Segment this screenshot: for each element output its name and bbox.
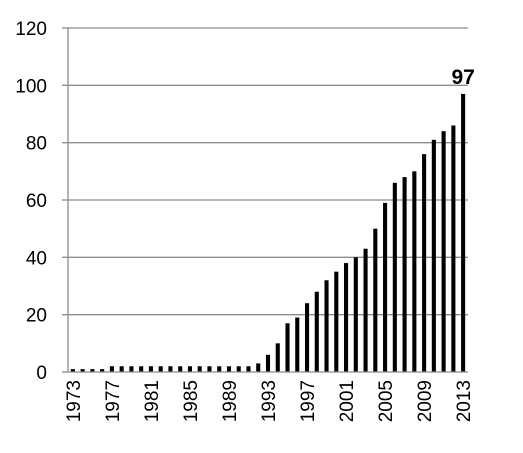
x-tick-label: 1997 — [298, 380, 319, 422]
x-tick-label: 1993 — [259, 380, 280, 422]
bar-2012 — [451, 125, 456, 372]
bar-1989 — [226, 366, 232, 372]
x-tick-label: 1973 — [64, 380, 85, 422]
x-tick-label: 1977 — [103, 380, 124, 422]
bar-1975 — [90, 369, 95, 372]
y-tick-label: 100 — [15, 76, 47, 97]
bar-2001 — [344, 263, 349, 372]
bar-1994 — [275, 343, 280, 372]
bar-1986 — [197, 366, 202, 372]
bar-1996 — [295, 317, 300, 372]
bar-1999 — [324, 280, 329, 372]
bar-1997 — [304, 303, 310, 372]
y-tick-label: 0 — [36, 363, 47, 384]
bar-2009 — [422, 154, 427, 372]
bar-1992 — [256, 363, 261, 372]
x-tick-label: 2001 — [337, 380, 358, 422]
y-tick-label: 60 — [26, 191, 47, 212]
x-tick-label: 1989 — [220, 380, 241, 422]
x-tick-label: 1981 — [142, 380, 163, 422]
x-tick-label: 2013 — [454, 380, 475, 422]
bar-1988 — [217, 366, 222, 372]
bar-2005 — [383, 202, 388, 372]
bar-2003 — [363, 248, 368, 372]
x-tick-label: 2005 — [376, 380, 397, 422]
bar-1976 — [100, 369, 105, 372]
bar-2008 — [412, 171, 417, 372]
bar-1987 — [207, 366, 212, 372]
bar-2011 — [441, 131, 446, 372]
bar-1985 — [187, 366, 192, 372]
bar-1993 — [265, 354, 271, 372]
x-tick-label: 2009 — [415, 380, 436, 422]
y-tick-label: 80 — [26, 134, 47, 155]
bar-1981 — [148, 366, 153, 372]
bar-2013 — [461, 93, 466, 372]
bar-1983 — [168, 366, 173, 372]
axes — [62, 27, 468, 373]
gridlines — [68, 27, 468, 316]
data-label: 97 — [451, 66, 474, 89]
y-tick-label: 120 — [15, 19, 47, 40]
bar-1991 — [246, 366, 251, 372]
bars — [70, 93, 466, 372]
y-tick-label: 40 — [26, 248, 47, 269]
bar-2007 — [402, 177, 407, 372]
bar-1973 — [70, 369, 75, 372]
bar-1998 — [314, 291, 319, 372]
bar-1974 — [80, 369, 85, 372]
bar-1980 — [139, 366, 144, 372]
labels: 0 20 40 60 80 100 120 1973 1977 1981 1985 1989 1993 1… — [15, 19, 475, 422]
bar-2010 — [431, 139, 436, 372]
y-tick-label: 20 — [26, 306, 47, 327]
bar-2006 — [392, 182, 397, 372]
bar-1990 — [236, 366, 241, 372]
bar-1977 — [109, 366, 114, 372]
x-tick-label: 1985 — [181, 380, 202, 422]
bar-1984 — [178, 366, 183, 372]
bar-2004 — [373, 228, 378, 372]
bar-2000 — [334, 271, 339, 372]
bar-1995 — [285, 323, 290, 372]
bar-2002 — [353, 257, 358, 372]
bar-1979 — [129, 366, 134, 372]
bar-1982 — [158, 366, 163, 372]
bar-1978 — [119, 366, 124, 372]
